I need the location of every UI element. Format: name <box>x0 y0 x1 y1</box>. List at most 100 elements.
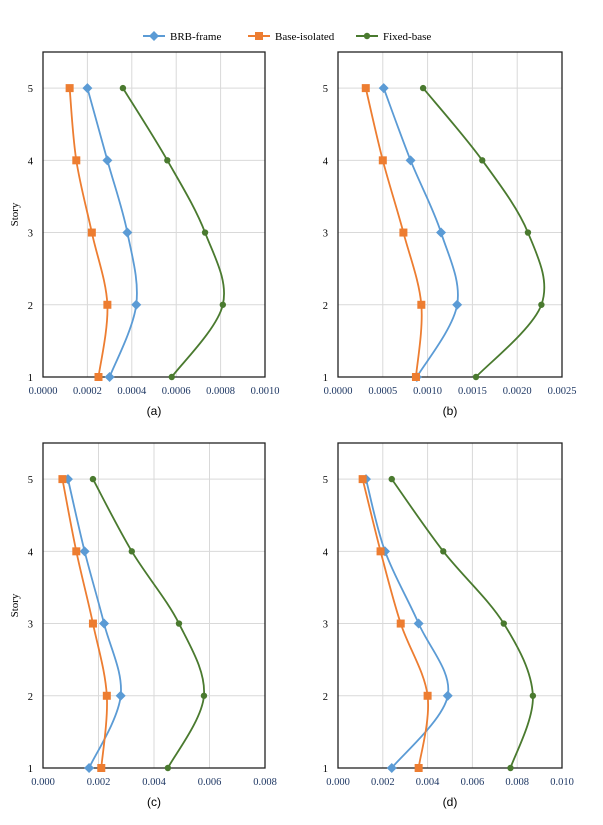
circle-marker <box>500 620 507 627</box>
diamond-marker <box>452 299 463 310</box>
square-marker <box>97 764 106 772</box>
square-marker <box>361 84 370 93</box>
diamond-marker <box>104 372 115 382</box>
circle-marker <box>119 84 127 92</box>
circle-marker <box>128 548 135 555</box>
circle-marker <box>419 84 427 92</box>
series-BRB-frame <box>361 474 453 773</box>
x-tick-label: 0.008 <box>253 777 277 788</box>
subplot: 0.000 0.002 0.004 0.006 0.008 1 2 3 4 5 Story (c) <box>9 442 277 809</box>
diamond-marker <box>102 155 113 166</box>
circle-marker <box>175 620 183 627</box>
x-tick-label: 0.0020 <box>503 386 532 397</box>
circle-marker <box>538 301 545 308</box>
y-tick-label: 3 <box>28 620 33 631</box>
square-marker <box>378 156 387 165</box>
y-tick-label: 2 <box>323 301 328 312</box>
subplot-label: (a) <box>147 404 162 418</box>
y-tick-label: 5 <box>323 84 328 95</box>
x-tick-label: 0.002 <box>87 777 111 788</box>
circle-marker <box>168 373 175 381</box>
y-tick-label: 3 <box>323 620 328 631</box>
x-tick-label: 0.0006 <box>162 386 191 397</box>
y-tick-label: 4 <box>28 547 34 558</box>
y-tick-label: 2 <box>323 692 328 703</box>
diamond-marker <box>115 690 126 701</box>
circle-marker <box>388 475 395 483</box>
x-tick-label: 0.0000 <box>29 386 58 397</box>
x-tick-label: 0.004 <box>416 777 440 788</box>
circle-marker <box>200 692 208 699</box>
series-Fixed-base <box>89 475 208 772</box>
square-marker <box>72 547 81 556</box>
y-tick-label: 5 <box>28 84 33 95</box>
series-Base-isolated <box>358 475 432 772</box>
series-Fixed-base <box>119 84 227 381</box>
subplot-label: (b) <box>443 404 458 418</box>
square-marker <box>358 475 367 484</box>
square-marker <box>417 300 426 309</box>
x-tick-label: 0.000 <box>326 777 350 788</box>
square-marker <box>376 547 385 556</box>
legend-label: Fixed-base <box>383 31 431 43</box>
circle-marker <box>363 32 371 40</box>
x-tick-label: 0.0010 <box>413 386 442 397</box>
diamond-marker <box>149 31 159 41</box>
diamond-marker <box>122 227 133 238</box>
square-marker <box>58 475 67 484</box>
square-marker <box>423 691 432 700</box>
y-tick-label: 5 <box>28 475 33 486</box>
y-tick-label: 4 <box>28 156 34 167</box>
subplot: 0.0000 0.0005 0.0010 0.0015 0.0020 0.0025 1 2 3 4… <box>323 51 576 418</box>
y-axis-label: Story <box>9 593 21 617</box>
y-tick-label: 4 <box>323 547 329 558</box>
square-marker <box>414 764 423 772</box>
circle-marker <box>440 548 447 555</box>
diamond-marker <box>405 155 416 166</box>
x-tick-label: 0.000 <box>31 777 55 788</box>
diamond-marker <box>79 546 90 557</box>
x-tick-label: 0.008 <box>505 777 529 788</box>
plot-frame <box>42 442 266 769</box>
circle-marker <box>164 157 171 164</box>
circle-marker <box>89 475 97 483</box>
x-tick-label: 0.002 <box>371 777 395 788</box>
series-BRB-frame <box>82 83 142 382</box>
square-marker <box>88 619 97 628</box>
series-Base-isolated <box>65 84 112 381</box>
square-marker <box>103 300 112 309</box>
square-marker <box>102 691 111 700</box>
circle-marker <box>219 301 227 308</box>
subplot: 0.0000 0.0002 0.0004 0.0006 0.0008 0.0010 1 2 3 4… <box>9 51 280 418</box>
diamond-marker <box>442 690 453 701</box>
y-tick-label: 3 <box>28 229 33 240</box>
y-tick-label: 1 <box>28 764 33 775</box>
circle-marker <box>524 229 532 236</box>
circle-marker <box>507 764 514 772</box>
square-marker <box>255 32 263 40</box>
x-tick-label: 0.0010 <box>251 386 280 397</box>
square-marker <box>65 84 74 93</box>
circle-marker <box>472 373 480 381</box>
series-Base-isolated <box>361 84 426 381</box>
x-tick-label: 0.0000 <box>324 386 353 397</box>
y-tick-label: 2 <box>28 301 33 312</box>
plot-frame <box>42 51 266 378</box>
square-marker <box>411 373 420 381</box>
square-marker <box>72 156 81 165</box>
series-Fixed-base <box>419 84 546 381</box>
diamond-marker <box>436 227 447 238</box>
legend-label: BRB-frame <box>170 31 221 43</box>
y-tick-label: 2 <box>28 692 33 703</box>
plot-frame <box>337 442 563 769</box>
series-Fixed-base <box>388 475 537 772</box>
circle-marker <box>201 229 209 236</box>
square-marker <box>94 373 103 381</box>
x-tick-label: 0.006 <box>198 777 222 788</box>
x-tick-label: 0.0015 <box>458 386 487 397</box>
plot-frame <box>337 51 563 378</box>
y-tick-label: 1 <box>28 373 33 384</box>
x-tick-label: 0.0004 <box>117 386 147 397</box>
legend-label: Base-isolated <box>275 31 335 43</box>
